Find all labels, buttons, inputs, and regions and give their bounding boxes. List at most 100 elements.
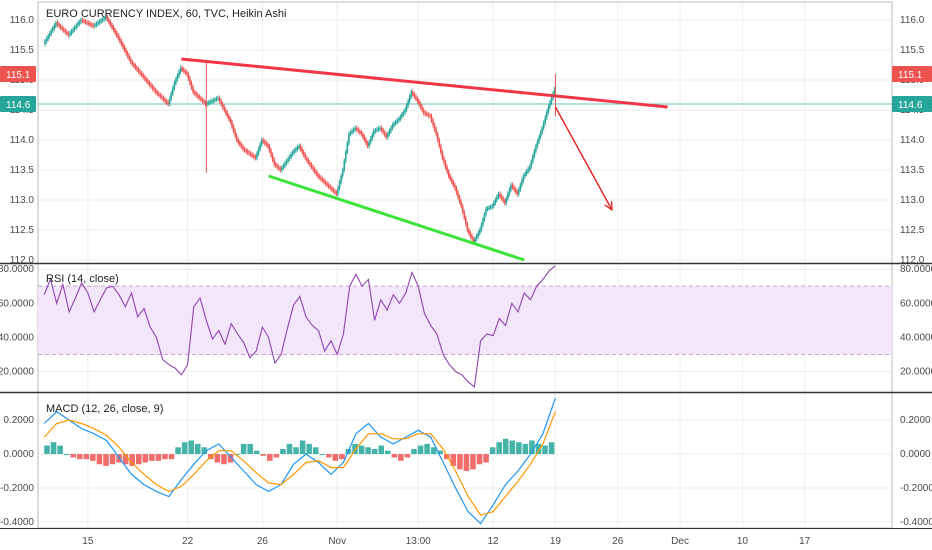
candle-body bbox=[472, 239, 475, 242]
y-tick-label-right: 116.0 bbox=[900, 15, 925, 26]
candle-body bbox=[366, 143, 369, 146]
y-tick-label-right: 113.5 bbox=[900, 165, 925, 176]
candle-body bbox=[179, 68, 182, 72]
macd-histogram-bar bbox=[299, 440, 306, 455]
candle-body bbox=[376, 129, 378, 131]
candle-body bbox=[427, 114, 430, 116]
candle-body bbox=[117, 35, 120, 38]
macd-histogram-bar bbox=[398, 454, 404, 461]
candle-body bbox=[508, 189, 511, 194]
candle-body bbox=[223, 107, 226, 110]
candle-body bbox=[330, 188, 333, 190]
price-badge-label: 114.6 bbox=[898, 100, 923, 111]
candle-body bbox=[56, 23, 59, 25]
candle-body bbox=[494, 200, 497, 203]
x-tick-label: 13:00 bbox=[406, 536, 431, 547]
macd-histogram-bar bbox=[371, 448, 378, 455]
macd-histogram-bar bbox=[548, 442, 555, 455]
candle-body bbox=[251, 154, 254, 156]
grid-lines bbox=[38, 2, 892, 528]
macd-histogram-bar bbox=[489, 447, 496, 455]
candle-body bbox=[460, 201, 462, 206]
candle-body bbox=[489, 206, 492, 208]
candle-body bbox=[187, 74, 190, 79]
price-badge-label: 115.1 bbox=[898, 70, 923, 81]
candle-body bbox=[193, 92, 196, 94]
macd-histogram-bar bbox=[404, 454, 411, 458]
candle-body bbox=[257, 149, 260, 154]
macd-histogram-bar bbox=[57, 445, 63, 455]
candle-body bbox=[112, 27, 115, 31]
candle-body bbox=[410, 92, 413, 97]
candle-body bbox=[189, 78, 191, 83]
candle-body bbox=[326, 183, 328, 185]
macd-histogram-bar bbox=[306, 443, 312, 455]
candle-body bbox=[547, 107, 550, 113]
candle-body bbox=[217, 98, 219, 99]
candle-body bbox=[394, 122, 397, 124]
candle-body bbox=[550, 98, 553, 103]
candle-body bbox=[327, 185, 330, 187]
y-tick-label-left: 0.2000 bbox=[3, 415, 34, 426]
candle-body bbox=[340, 176, 342, 182]
y-tick-label-right: 40.0000 bbox=[900, 332, 932, 343]
macd-histogram-bar bbox=[483, 454, 489, 463]
macd-histogram-bar bbox=[522, 443, 529, 455]
candle-body bbox=[348, 134, 350, 143]
candle-body bbox=[119, 38, 121, 41]
candle-body bbox=[418, 101, 420, 104]
candle-body bbox=[95, 23, 98, 25]
candle-body bbox=[125, 50, 127, 53]
candle-body bbox=[450, 179, 453, 182]
candle-body bbox=[228, 116, 230, 119]
candle-body bbox=[416, 98, 419, 101]
candle-body bbox=[365, 140, 367, 143]
y-tick-label-left: -0.2000 bbox=[0, 483, 34, 494]
macd-histogram-bar bbox=[352, 443, 358, 455]
candle-body bbox=[379, 128, 381, 129]
candle-body bbox=[221, 104, 224, 107]
candle-body bbox=[94, 24, 96, 26]
price-badge bbox=[0, 96, 36, 112]
candle-body bbox=[267, 144, 269, 146]
candle-body bbox=[106, 17, 109, 20]
candle-body bbox=[306, 158, 308, 161]
candle-body bbox=[75, 25, 77, 28]
trendline bbox=[268, 174, 525, 262]
candle-body bbox=[97, 22, 99, 24]
candle-body bbox=[142, 75, 144, 77]
candle-body bbox=[288, 156, 291, 159]
candle-body bbox=[215, 98, 218, 100]
candle-body bbox=[387, 134, 389, 137]
candle-body bbox=[156, 92, 159, 94]
candle-body bbox=[474, 239, 476, 242]
candle-body bbox=[357, 129, 360, 131]
price-badge bbox=[0, 66, 36, 82]
candle-body bbox=[329, 186, 331, 188]
candle-body bbox=[53, 25, 56, 29]
candle-body bbox=[360, 132, 363, 134]
candle-body bbox=[324, 182, 327, 184]
macd-histogram-bar bbox=[214, 454, 221, 463]
candle-body bbox=[344, 152, 347, 161]
macd-histogram-bar bbox=[149, 454, 155, 461]
candle-body bbox=[383, 132, 386, 135]
candle-body bbox=[368, 142, 370, 146]
candle-body bbox=[151, 86, 154, 89]
candle-body bbox=[89, 23, 92, 25]
macd-histogram-bar bbox=[319, 454, 326, 456]
candle-body bbox=[114, 30, 116, 33]
macd-histogram-bar bbox=[188, 440, 194, 455]
x-tick-label: 22 bbox=[182, 536, 194, 547]
candle-body bbox=[84, 21, 87, 23]
macd-histogram-bar bbox=[129, 454, 135, 466]
candle-body bbox=[206, 103, 208, 105]
candle-body bbox=[184, 71, 187, 73]
macd-histogram-bar bbox=[417, 445, 424, 455]
y-tick-label-left: 113.0 bbox=[10, 195, 35, 206]
candle-body bbox=[92, 25, 95, 27]
candle-body bbox=[62, 29, 65, 31]
candle-body bbox=[159, 95, 162, 97]
candle-body bbox=[80, 20, 82, 22]
candle-body bbox=[362, 134, 364, 137]
